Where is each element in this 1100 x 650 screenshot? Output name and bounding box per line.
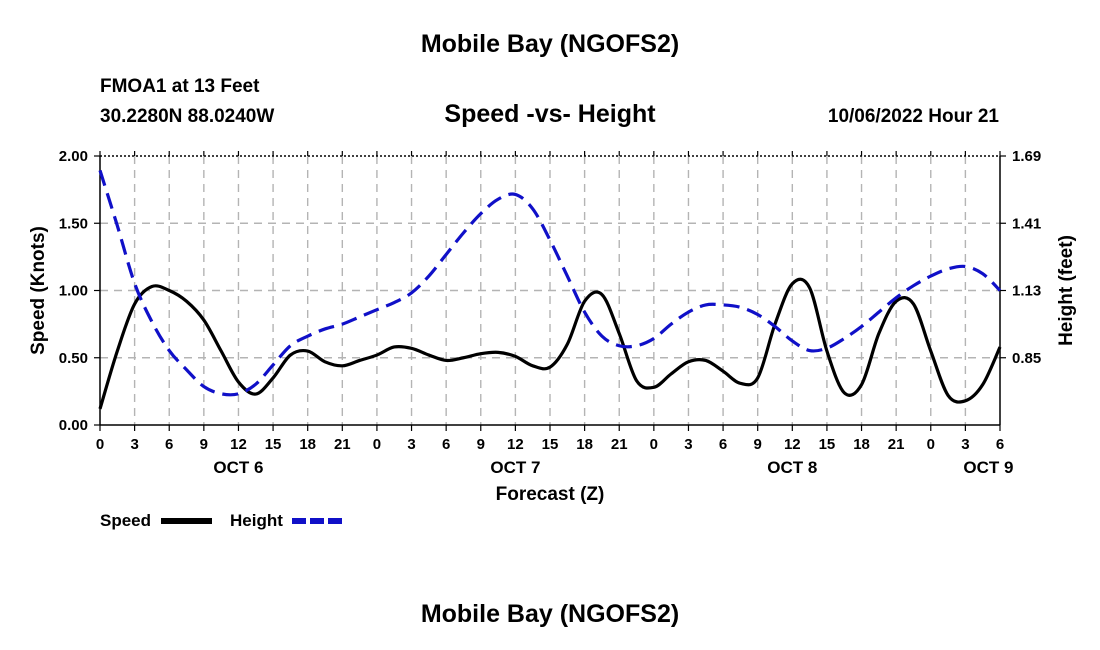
x-tick-label: 15 [265, 436, 282, 453]
y2-tick-label: 1.69 [1012, 148, 1041, 165]
x-tick-label: 9 [754, 436, 762, 453]
day-label: OCT 8 [767, 458, 817, 477]
x-tick-label: 18 [576, 436, 593, 453]
series-line-speed [98, 277, 1002, 410]
x-tick-label: 21 [888, 436, 905, 453]
x-tick-label: 15 [819, 436, 836, 453]
x-tick-label: 0 [650, 436, 658, 453]
y2-tick-label: 1.41 [1012, 215, 1041, 232]
x-tick-label: 6 [442, 436, 450, 453]
x-tick-label: 12 [507, 436, 524, 453]
y-tick-label: 0.00 [59, 417, 88, 434]
y2-tick-label: 1.13 [1012, 283, 1041, 300]
x-tick-label: 3 [684, 436, 692, 453]
day-label: OCT 6 [213, 458, 263, 477]
x-tick-label: 15 [542, 436, 559, 453]
station-label: FMOA1 at 13 Feet [100, 76, 260, 97]
forecast-datetime: 10/06/2022 Hour 21 [827, 106, 999, 127]
y2-tick-label: 0.85 [1012, 350, 1041, 367]
x-tick-label: 18 [299, 436, 316, 453]
x-tick-label: 0 [927, 436, 935, 453]
x-tick-label: 3 [130, 436, 138, 453]
x-axis-label: Forecast (Z) [496, 484, 605, 505]
y2-axis-label: Height (feet) [1056, 235, 1077, 346]
coordinates-label: 30.2280N 88.0240W [100, 106, 275, 127]
x-tick-label: 6 [996, 436, 1004, 453]
x-tick-label: 9 [477, 436, 485, 453]
x-tick-label: 18 [853, 436, 870, 453]
day-label: OCT 7 [490, 458, 540, 477]
x-tick-label: 0 [373, 436, 381, 453]
y-tick-label: 1.50 [59, 215, 88, 232]
x-tick-label: 12 [784, 436, 801, 453]
x-tick-label: 9 [200, 436, 208, 453]
chart-subtitle: Speed -vs- Height [444, 100, 656, 128]
legend-label-height: Height [230, 511, 283, 530]
series-line-height [98, 169, 1002, 397]
legend-label-speed: Speed [100, 511, 151, 530]
x-tick-label: 6 [165, 436, 173, 453]
day-label: OCT 9 [963, 458, 1013, 477]
x-tick-label: 3 [407, 436, 415, 453]
x-tick-label: 3 [961, 436, 969, 453]
x-tick-label: 21 [611, 436, 628, 453]
y-tick-label: 1.00 [59, 283, 88, 300]
x-tick-label: 21 [334, 436, 351, 453]
footer-title: Mobile Bay (NGOFS2) [420, 600, 680, 628]
x-tick-label: 6 [719, 436, 727, 453]
chart-title: Mobile Bay (NGOFS2) [420, 30, 680, 58]
x-tick-label: 12 [230, 436, 247, 453]
x-tick-label: 0 [96, 436, 104, 453]
y-axis-label: Speed (Knots) [28, 226, 49, 355]
y-tick-label: 0.50 [59, 350, 88, 367]
y-tick-label: 2.00 [59, 148, 88, 165]
